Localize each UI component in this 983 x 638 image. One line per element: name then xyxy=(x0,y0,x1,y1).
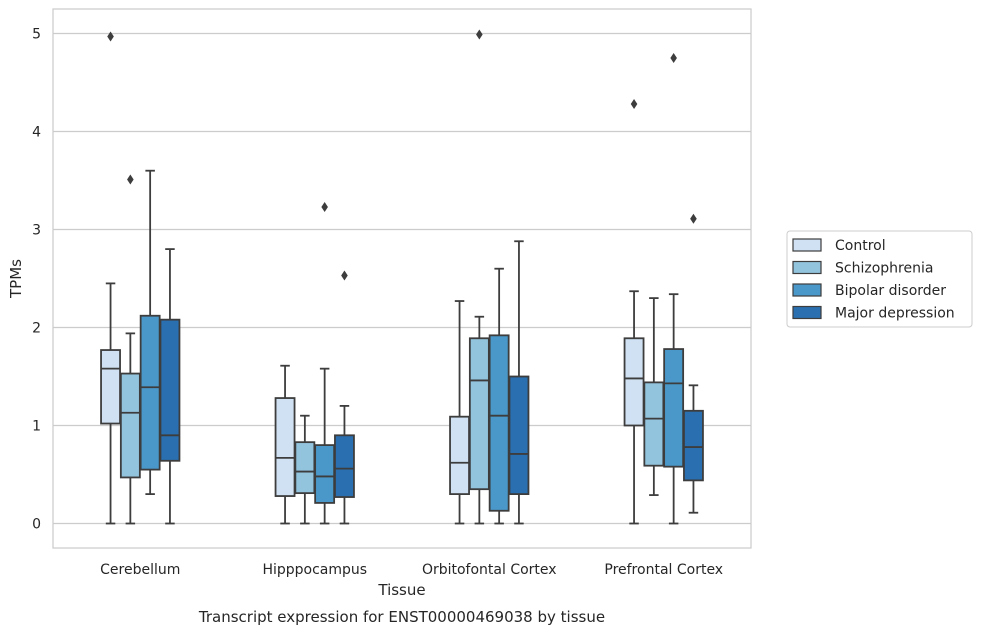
box-group xyxy=(663,53,685,525)
y-tick-label: 3 xyxy=(32,223,41,239)
box-group xyxy=(508,240,530,525)
y-tick-label: 0 xyxy=(32,517,41,533)
y-tick-label: 5 xyxy=(32,27,41,43)
legend: Control Schizophrenia Bipolar disorder Majo… xyxy=(786,230,973,328)
box-group xyxy=(159,248,181,525)
box-iqr xyxy=(119,372,141,479)
box-iqr xyxy=(663,348,685,468)
y-axis-label: TPMs xyxy=(7,259,25,299)
legend-swatch xyxy=(792,238,822,252)
box-iqr xyxy=(294,441,316,495)
legend-swatch xyxy=(792,260,822,275)
box-group xyxy=(623,99,645,525)
outlier-point xyxy=(341,270,348,281)
box-iqr xyxy=(488,334,510,512)
x-tick-label: Hipppocampus xyxy=(262,562,367,578)
outlier-point xyxy=(670,53,677,63)
box-iqr xyxy=(468,337,490,491)
x-tick-label: Cerebellum xyxy=(100,562,180,578)
outlier-point xyxy=(630,99,638,110)
legend-label: Control xyxy=(835,238,886,254)
outlier-point xyxy=(107,31,114,42)
box-iqr xyxy=(314,444,336,504)
box-group xyxy=(274,364,296,525)
legend-frame xyxy=(786,230,973,328)
legend-label: Schizophrenia xyxy=(835,261,933,277)
box-iqr xyxy=(334,434,355,498)
outlier-point xyxy=(476,29,483,40)
outlier-point xyxy=(127,174,134,185)
outlier-point xyxy=(690,213,697,224)
box-group xyxy=(683,213,704,514)
x-tick-labels: Cerebellum Hipppocampus Orbitofontal Corte… xyxy=(100,562,723,578)
box-group xyxy=(334,270,355,525)
box-group xyxy=(488,267,510,525)
outlier-point xyxy=(321,201,328,212)
box-iqr xyxy=(100,349,121,425)
box-group xyxy=(119,174,141,525)
y-tick-label: 2 xyxy=(32,321,41,337)
box-iqr xyxy=(683,409,704,482)
box-iqr xyxy=(159,318,181,462)
y-tick-label: 1 xyxy=(32,419,41,435)
x-tick-label: Prefrontal Cortex xyxy=(604,562,723,578)
box-iqr xyxy=(643,381,665,467)
legend-swatch xyxy=(792,305,822,320)
box-iqr xyxy=(449,415,470,495)
y-tick-labels: 0 1 2 3 4 5 xyxy=(32,27,41,533)
x-tick-label: Orbitofontal Cortex xyxy=(422,562,557,578)
legend-label: Major depression xyxy=(835,306,955,322)
box-iqr xyxy=(139,314,161,471)
box-groups xyxy=(100,29,704,525)
box-group xyxy=(294,414,316,525)
box-iqr xyxy=(274,397,296,497)
box-group xyxy=(643,297,665,496)
box-iqr xyxy=(623,337,645,427)
legend-label: Bipolar disorder xyxy=(835,283,946,299)
y-tick-label: 4 xyxy=(32,125,41,141)
chart-caption: Transcript expression for ENST0000046903… xyxy=(198,608,605,626)
x-axis-label: Tissue xyxy=(377,581,425,599)
box-iqr xyxy=(508,375,530,495)
legend-swatch xyxy=(792,283,822,297)
